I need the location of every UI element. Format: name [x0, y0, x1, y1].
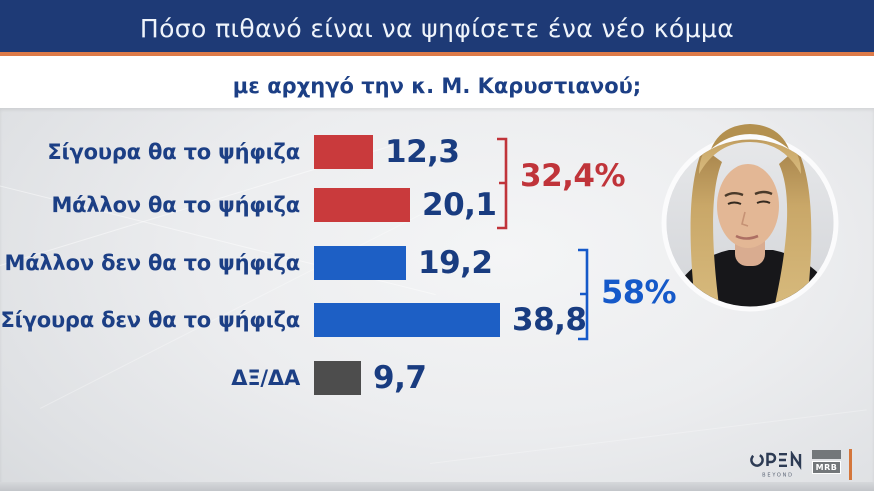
bar: [314, 188, 410, 222]
chart-row-probably-yes: Μάλλον θα το ψήφιζα 20,1: [0, 187, 874, 223]
value-label: 9,7: [373, 360, 427, 396]
value-label: 12,3: [385, 134, 460, 170]
value-label: 38,8: [512, 302, 587, 338]
bar: [314, 361, 361, 395]
open-logo-sub: BEYOND: [762, 473, 794, 479]
answer-label: Μάλλον δεν θα το ψήφιζα: [4, 251, 301, 275]
mrb-logo-bar: [812, 450, 841, 459]
accent-line: [0, 52, 874, 56]
chart-row-dont-know: ΔΞ/ΔΑ 9,7: [0, 360, 874, 396]
value-label: 19,2: [418, 245, 493, 281]
subtitle-bar: με αρχηγό την κ. Μ. Καρυστιανού;: [0, 56, 874, 108]
mrb-logo-label: MRB: [812, 461, 841, 474]
chart-row-definitely-no: Σίγουρα δεν θα το ψήφιζα 38,8: [0, 302, 874, 338]
header-bar: Πόσο πιθανό είναι να ψηφίσετε ένα νέο κό…: [0, 0, 874, 52]
value-label: 20,1: [422, 187, 497, 223]
hair-top: [711, 124, 789, 149]
chart-row-definitely-yes: Σίγουρα θα το ψήφιζα 12,3: [0, 134, 874, 170]
answer-label: Μάλλον θα το ψήφιζα: [51, 193, 300, 217]
answer-label: ΔΞ/ΔΑ: [231, 366, 300, 390]
bar: [314, 135, 373, 169]
page-title: Πόσο πιθανό είναι να ψηφίσετε ένα νέο κό…: [139, 14, 735, 43]
answer-label: Σίγουρα θα το ψήφιζα: [47, 140, 300, 164]
group-bracket-yes: [497, 137, 508, 230]
orange-divider: [849, 449, 852, 480]
page-subtitle: με αρχηγό την κ. Μ. Καρυστιανού;: [232, 74, 642, 98]
bar: [314, 246, 406, 280]
open-logo: BEYOND: [750, 451, 802, 479]
group-percentage-no: 58%: [601, 273, 677, 311]
mrb-logo: MRB: [812, 450, 841, 474]
bar: [314, 303, 500, 337]
chart-row-probably-no: Μάλλον δεν θα το ψήφιζα 19,2: [0, 245, 874, 281]
karystianou-photo: [661, 124, 839, 312]
group-percentage-yes: 32,4%: [520, 158, 626, 194]
answer-label: Σίγουρα δεν θα το ψήφιζα: [0, 308, 300, 332]
group-bracket-no: [578, 248, 589, 341]
bottom-band: [0, 482, 874, 491]
